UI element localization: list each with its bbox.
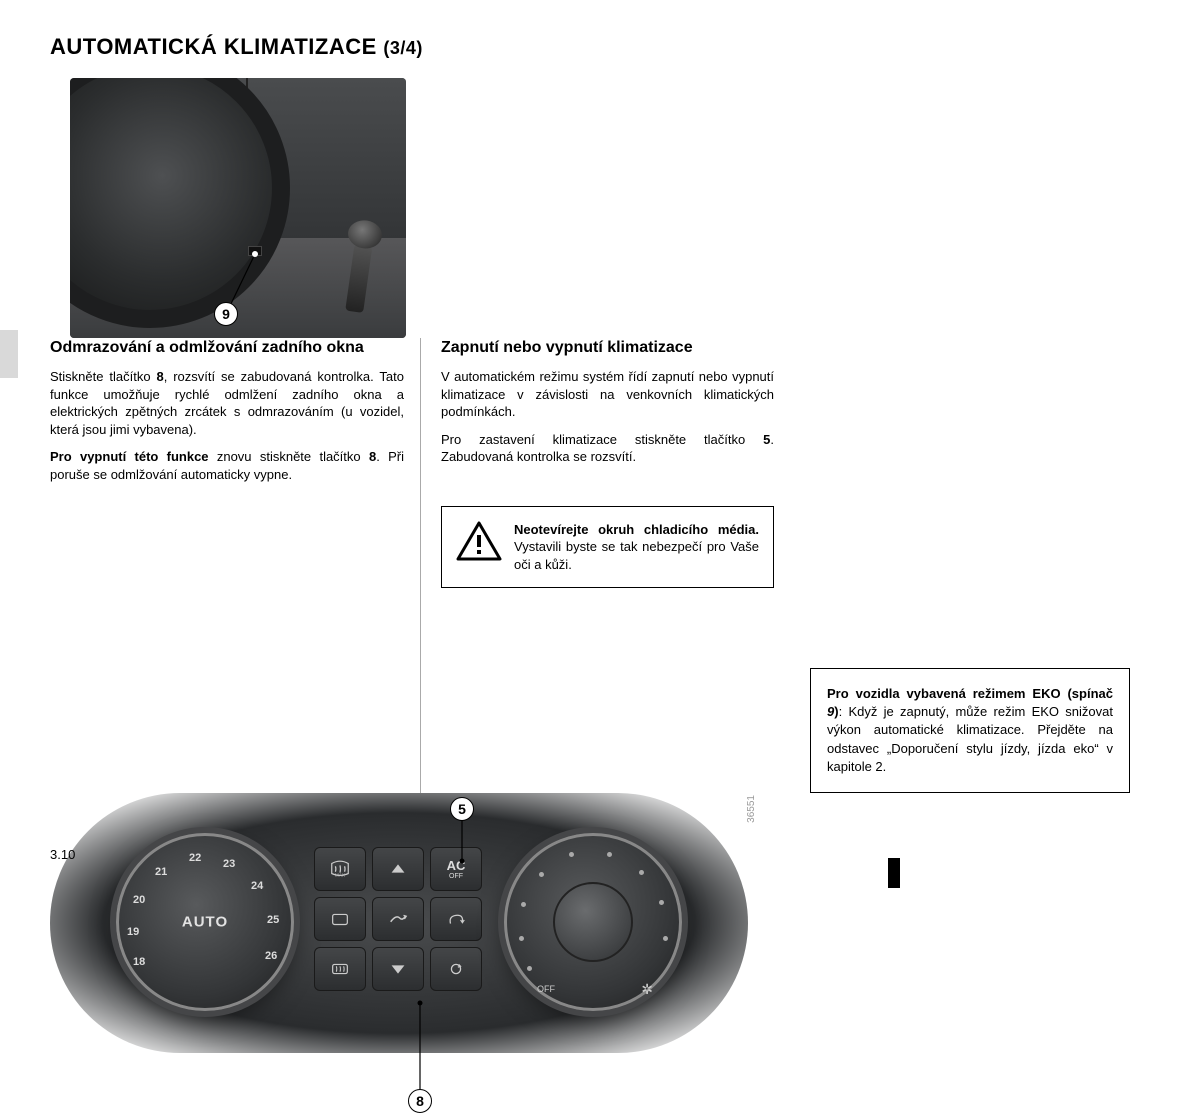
recirculate-button xyxy=(430,897,482,941)
warning-text: Neotevírejte okruh chladicího média. Vys… xyxy=(514,521,759,574)
column-1: Odmrazování a odmlžování zadního okna St… xyxy=(50,338,420,793)
climate-control-panel: 36551 18 19 20 21 22 23 24 25 26 xyxy=(50,793,748,1053)
col1-p1: Stiskněte tlačítko 8, rozsvítí se zabudo… xyxy=(50,368,404,438)
button-grid: MAX AC OFF xyxy=(314,847,490,997)
figure-interior: 36540 9 xyxy=(70,78,406,338)
title-sub: (3/4) xyxy=(383,38,423,58)
temperature-dial: 18 19 20 21 22 23 24 25 26 xyxy=(116,833,294,1011)
off-label: OFF xyxy=(537,984,555,994)
col2-p2: Pro zastavení klimatizace stiskněte tlač… xyxy=(441,431,774,466)
warning-box: Neotevírejte okruh chladicího média. Vys… xyxy=(441,506,774,589)
temperature-scale: 18 19 20 21 22 23 24 25 26 xyxy=(119,836,291,1008)
svg-text:MAX: MAX xyxy=(335,872,345,877)
fan-dial: OFF ✲ xyxy=(504,833,682,1011)
page-number: 3.10 xyxy=(50,847,75,862)
footer-mark xyxy=(888,858,900,888)
defrost-rear-button xyxy=(314,897,366,941)
column-3: Pro vozidla vybavená režimem EKO (spínač… xyxy=(790,338,1130,793)
figure-interior-column: 36540 9 xyxy=(50,78,420,338)
col2-p1: V automatickém režimu systém řídí zapnut… xyxy=(441,368,774,421)
col1-p2: Pro vypnutí této funkce znovu stiskněte … xyxy=(50,448,404,483)
section-tab xyxy=(0,330,18,378)
airflow-mode-button xyxy=(372,897,424,941)
arrow-up-button xyxy=(372,847,424,891)
image-code: 36551 xyxy=(746,795,757,823)
title-main: AUTOMATICKÁ KLIMATIZACE xyxy=(50,34,383,59)
col2-heading: Zapnutí nebo vypnutí klimatizace xyxy=(441,338,774,358)
defrost-front-max-button: MAX xyxy=(314,847,366,891)
arrow-down-button xyxy=(372,947,424,991)
callout-5: 5 xyxy=(450,797,474,821)
callout-9: 9 xyxy=(214,302,238,326)
warning-icon xyxy=(456,521,502,574)
defrost-rear-heat-button xyxy=(314,947,366,991)
column-2: Zapnutí nebo vypnutí klimatizace V autom… xyxy=(420,338,790,793)
col1-heading: Odmrazování a odmlžování zadního okna xyxy=(50,338,404,358)
page-title: AUTOMATICKÁ KLIMATIZACE (3/4) xyxy=(50,34,1150,60)
eko-switch xyxy=(248,246,262,256)
figure-climate-panel: 36551 18 19 20 21 22 23 24 25 26 xyxy=(50,793,790,1113)
fan-led-ring xyxy=(507,836,679,1008)
fan-icon: ✲ xyxy=(641,981,653,998)
recycle-button xyxy=(430,947,482,991)
ac-off-button: AC OFF xyxy=(430,847,482,891)
callout-8: 8 xyxy=(408,1089,432,1113)
eko-note-box: Pro vozidla vybavená režimem EKO (spínač… xyxy=(810,668,1130,793)
